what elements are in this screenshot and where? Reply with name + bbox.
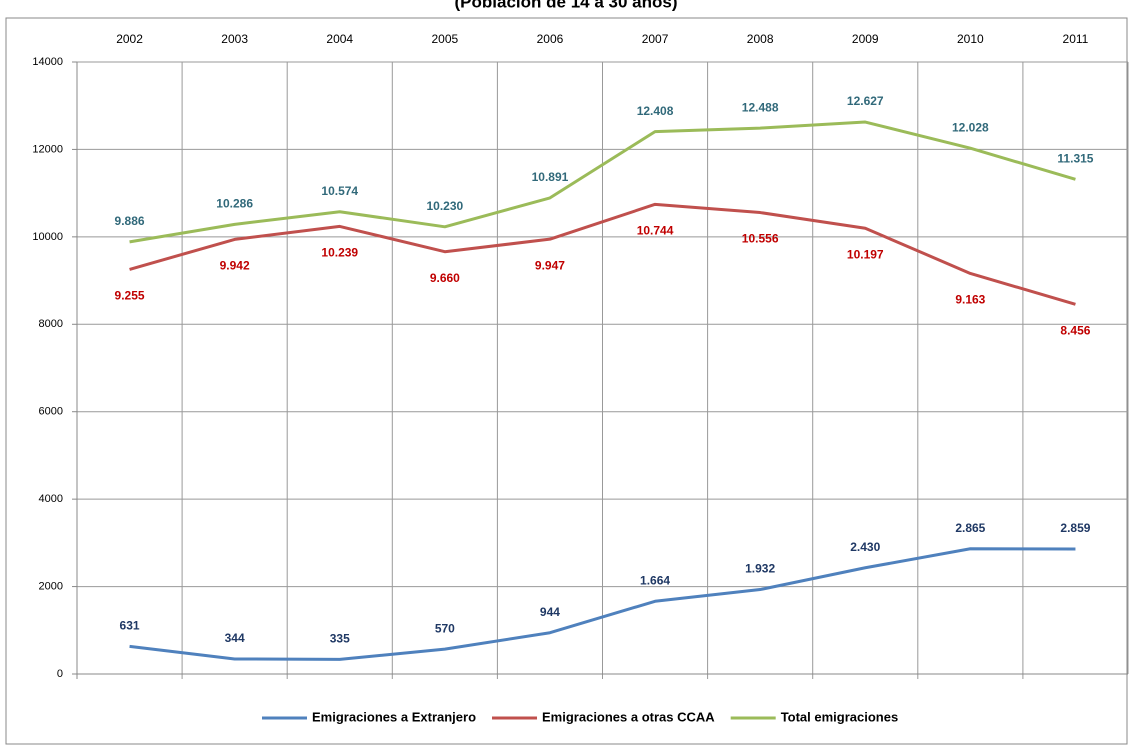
x-tick-label: 2010 xyxy=(957,32,984,46)
x-tick-label: 2008 xyxy=(747,32,774,46)
data-label: 2.865 xyxy=(955,521,985,535)
data-label: 9.660 xyxy=(430,271,460,285)
data-label: 12.408 xyxy=(637,104,674,118)
x-tick-label: 2002 xyxy=(116,32,143,46)
series-line xyxy=(129,547,1076,661)
data-label: 10.556 xyxy=(742,232,779,246)
legend-label: Emigraciones a otras CCAA xyxy=(542,709,715,724)
series-line xyxy=(129,120,1076,244)
data-label: 10.239 xyxy=(321,246,358,260)
data-label: 9.942 xyxy=(220,259,250,273)
data-label: 631 xyxy=(120,619,140,633)
y-tick-label: 8000 xyxy=(39,318,63,330)
data-label: 344 xyxy=(225,631,245,645)
y-tick-label: 12000 xyxy=(32,143,63,155)
chart-title: (Población de 14 a 30 años) xyxy=(455,0,678,11)
x-tick-label: 2007 xyxy=(642,32,669,46)
data-label: 12.488 xyxy=(742,100,779,114)
data-label: 2.859 xyxy=(1060,521,1090,535)
x-tick-label: 2003 xyxy=(221,32,248,46)
x-tick-label: 2006 xyxy=(537,32,564,46)
y-tick-label: 2000 xyxy=(39,580,63,592)
data-label: 10.574 xyxy=(321,184,358,198)
data-label: 12.028 xyxy=(952,120,989,134)
data-label: 9.947 xyxy=(535,258,565,272)
legend-label: Emigraciones a Extranjero xyxy=(312,709,476,724)
data-label: 10.286 xyxy=(216,197,253,211)
data-label: 944 xyxy=(540,605,560,619)
y-tick-label: 14000 xyxy=(32,56,63,68)
y-tick-label: 6000 xyxy=(39,406,63,418)
y-tick-label: 4000 xyxy=(39,493,63,505)
data-label: 10.230 xyxy=(426,199,463,213)
chart-frame xyxy=(5,17,1128,745)
legend-label: Total emigraciones xyxy=(781,709,899,724)
data-label: 10.197 xyxy=(847,247,884,261)
data-label: 2.430 xyxy=(850,540,880,554)
data-label: 1.932 xyxy=(745,562,775,576)
data-label: 570 xyxy=(435,621,455,635)
data-label: 12.627 xyxy=(847,94,884,108)
data-label: 10.891 xyxy=(532,170,569,184)
y-tick-label: 0 xyxy=(57,668,63,680)
data-label: 335 xyxy=(330,632,350,646)
data-label: 1.664 xyxy=(640,573,670,587)
data-label: 11.315 xyxy=(1057,152,1093,166)
series-line xyxy=(129,202,1076,306)
y-tick-label: 10000 xyxy=(32,231,63,243)
x-tick-label: 2005 xyxy=(431,32,458,46)
data-label: 9.255 xyxy=(115,289,145,303)
data-label: 10.744 xyxy=(637,224,674,238)
data-label: 9.886 xyxy=(115,214,145,228)
data-label: 8.456 xyxy=(1060,324,1090,338)
x-tick-label: 2009 xyxy=(852,32,879,46)
x-tick-label: 2011 xyxy=(1063,32,1089,46)
data-label: 9.163 xyxy=(955,293,985,307)
x-tick-label: 2004 xyxy=(326,32,353,46)
